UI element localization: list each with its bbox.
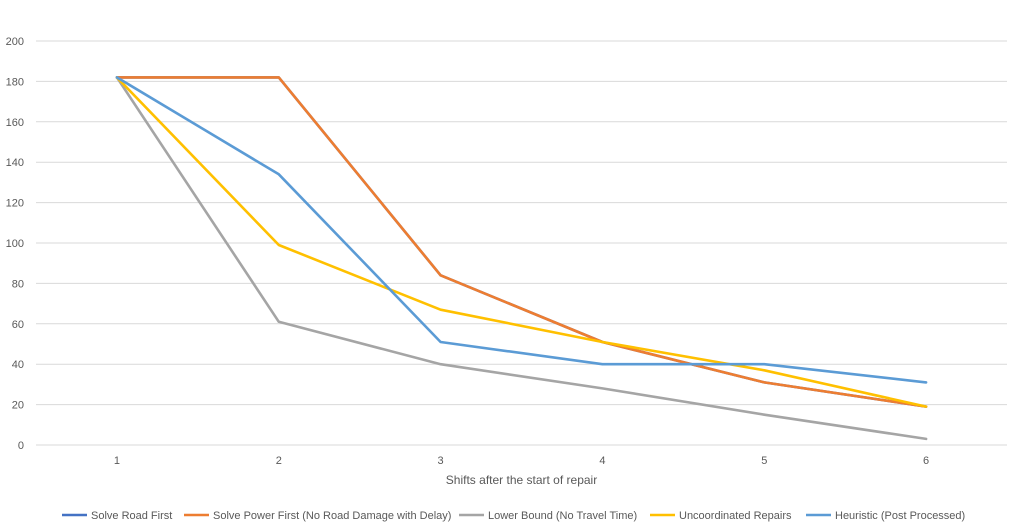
x-tick-label: 5 xyxy=(761,455,767,467)
y-tick-label: 160 xyxy=(6,117,24,129)
x-tick-label: 2 xyxy=(276,455,282,467)
legend-label: Lower Bound (No Travel Time) xyxy=(488,510,637,522)
y-tick-label: 180 xyxy=(6,76,24,88)
series-lines xyxy=(115,76,928,441)
legend: Solve Road First Solve Power First (No Ro… xyxy=(62,510,965,522)
y-tick-label: 120 xyxy=(6,198,24,210)
y-axis-ticks: 0 20 40 60 80 100 120 140 160 180 200 xyxy=(6,36,24,452)
y-tick-label: 80 xyxy=(12,278,24,290)
series-line-2 xyxy=(115,76,928,441)
legend-label: Uncoordinated Repairs xyxy=(679,510,792,522)
y-tick-label: 60 xyxy=(12,319,24,331)
y-tick-label: 200 xyxy=(6,36,24,48)
gridlines xyxy=(36,40,1007,446)
series-line-1 xyxy=(115,76,928,408)
y-tick-label: 0 xyxy=(18,440,24,452)
y-tick-label: 40 xyxy=(12,359,24,371)
series-line-4 xyxy=(115,76,928,384)
x-axis-title: Shifts after the start of repair xyxy=(446,473,597,487)
legend-label: Heuristic (Post Processed) xyxy=(835,510,965,522)
y-tick-label: 140 xyxy=(6,157,24,169)
series-line-0 xyxy=(115,76,928,408)
legend-label: Solve Power First (No Road Damage with D… xyxy=(213,510,451,522)
legend-label: Solve Road First xyxy=(91,510,172,522)
x-axis-ticks: 1 2 3 4 5 6 xyxy=(114,455,929,467)
x-tick-label: 3 xyxy=(438,455,444,467)
series-line-3 xyxy=(115,76,928,408)
y-tick-label: 100 xyxy=(6,238,24,250)
y-tick-label: 20 xyxy=(12,400,24,412)
x-tick-label: 1 xyxy=(114,455,120,467)
x-tick-label: 4 xyxy=(599,455,605,467)
x-tick-label: 6 xyxy=(923,455,929,467)
